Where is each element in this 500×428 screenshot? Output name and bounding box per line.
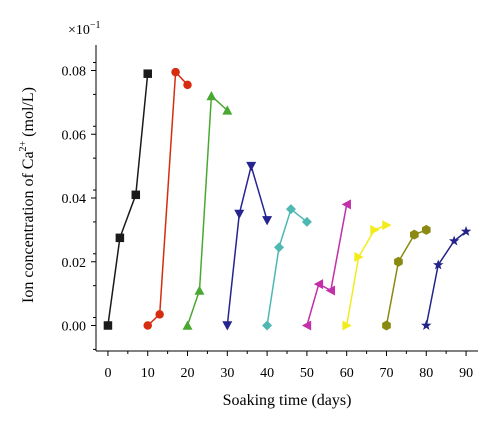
x-tick-label: 80 (419, 366, 433, 381)
series-line (186, 94, 228, 326)
data-point-triangle-left (341, 199, 351, 210)
series-line (306, 204, 348, 326)
data-point-triangle-down (222, 321, 233, 331)
data-point-triangle-left (313, 279, 324, 290)
data-point-triangle-right (370, 224, 380, 235)
ticks: 0 10 20 30 40 50 60 70 80 90 0.00 0.02 0.04 0.06 0.08 (62, 62, 473, 381)
series-line (266, 207, 308, 326)
data-point-star (432, 259, 444, 270)
x-tick-label: 60 (340, 366, 354, 381)
x-tick-label: 90 (459, 366, 473, 381)
x-tick-label: 30 (220, 366, 234, 381)
y-tick-label: 0.06 (62, 128, 87, 143)
data-point-triangle-up (194, 285, 205, 295)
series-4 (222, 161, 273, 331)
x-tick-label: 0 (104, 366, 111, 381)
series-7 (342, 220, 392, 331)
series-layer (103, 67, 472, 331)
series-1 (103, 69, 152, 330)
data-point-hexagon (394, 256, 403, 267)
data-point-triangle-left (301, 320, 312, 331)
data-point-triangle-up (222, 105, 233, 115)
y-tick-label: 0.02 (62, 256, 87, 271)
data-point-diamond (274, 242, 285, 253)
data-point-diamond (262, 320, 273, 331)
series-3 (182, 91, 233, 330)
data-point-square (115, 233, 125, 243)
data-point-triangle-down (234, 209, 245, 219)
data-point-square (143, 69, 152, 78)
x-tick-label: 50 (300, 366, 314, 381)
data-point-star (448, 235, 460, 246)
y-axis-label: Ion concentration of Ca2+ (mol/L) (18, 87, 37, 303)
series-line (385, 229, 427, 326)
series-9 (421, 225, 472, 330)
data-point-triangle-up (182, 320, 193, 330)
data-point-triangle-down (246, 161, 257, 172)
series-line (425, 230, 467, 326)
data-point-triangle-left (325, 285, 336, 296)
y-tick-label: 0.04 (62, 192, 87, 207)
y-tick-label: 0.08 (62, 65, 87, 80)
series-5 (262, 204, 312, 331)
x-tick-label: 20 (181, 366, 195, 381)
x-tick-label: 40 (260, 366, 274, 381)
data-point-diamond (285, 204, 296, 215)
y-multiplier: ×10−1 (68, 20, 101, 38)
series-line (147, 70, 189, 327)
data-point-triangle-up (206, 91, 217, 101)
data-point-circle (171, 67, 180, 77)
data-point-triangle-right (354, 251, 364, 262)
series-6 (301, 199, 351, 331)
series-8 (382, 224, 431, 331)
data-point-circle (155, 310, 164, 319)
data-point-triangle-right (382, 220, 392, 231)
data-point-triangle-down (262, 216, 273, 226)
data-point-triangle-right (342, 320, 352, 331)
series-line (226, 163, 268, 326)
series-line (345, 224, 387, 326)
x-tick-label: 10 (141, 366, 155, 381)
data-point-star (460, 225, 472, 236)
data-point-hexagon (421, 224, 431, 235)
data-point-circle (143, 321, 152, 330)
series-line (107, 73, 149, 326)
data-point-hexagon (382, 320, 391, 331)
y-tick-label: 0.00 (62, 320, 87, 335)
x-tick-label: 70 (379, 366, 393, 381)
series-2 (143, 67, 192, 330)
data-point-square (131, 190, 141, 200)
data-point-star (421, 320, 432, 330)
x-axis-label: Soaking time (days) (223, 392, 352, 409)
axes (95, 45, 478, 352)
data-point-hexagon (410, 229, 419, 240)
data-point-diamond (301, 216, 312, 227)
data-point-square (103, 321, 113, 330)
data-point-circle (183, 80, 192, 90)
